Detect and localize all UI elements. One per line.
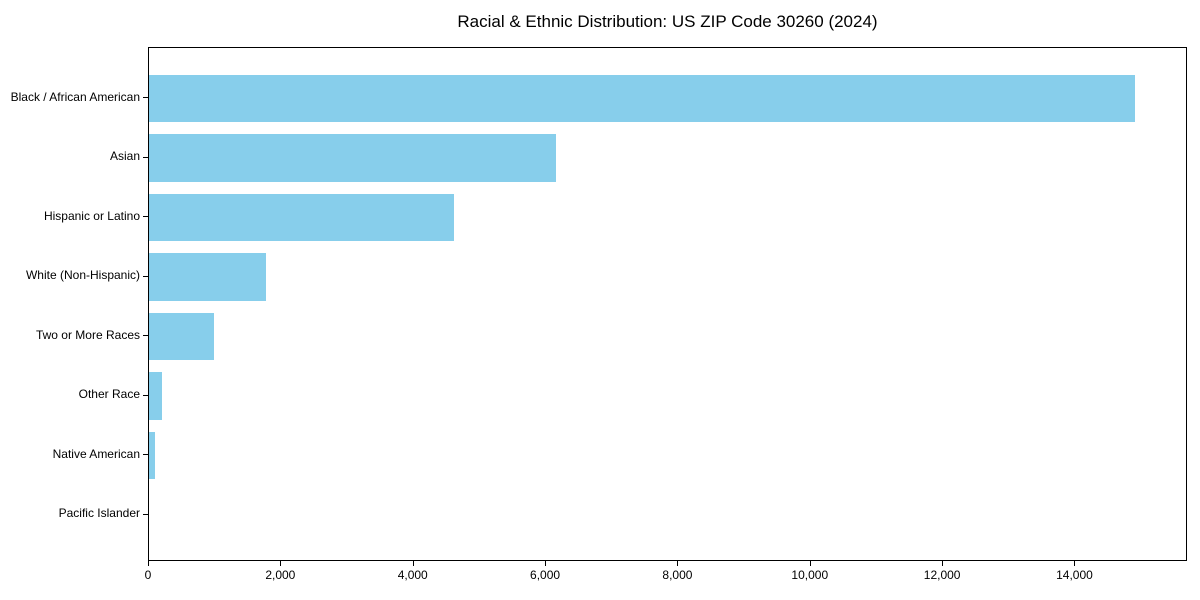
x-axis-tick [412,561,414,566]
x-axis-tick-label: 12,000 [923,568,961,582]
bar-other-race [149,372,162,420]
x-axis-tick [1074,561,1076,566]
x-axis-tick [809,561,811,566]
y-axis-tick [143,97,148,99]
x-axis-tick [148,561,149,566]
x-axis-tick [677,561,679,566]
y-axis-tick [143,394,148,396]
x-axis-tick [545,561,547,566]
y-axis-tick [143,216,148,218]
x-axis-tick-label: 2,000 [265,568,296,582]
y-axis-tick [143,335,148,337]
y-axis-tick [143,513,148,515]
plot-area [148,47,1187,561]
bar-white-non-hispanic [149,253,266,301]
bar-two-or-more-races [149,312,215,361]
bar-native-american [149,431,155,480]
chart-title: Racial & Ethnic Distribution: US ZIP Cod… [457,12,878,31]
y-axis-label-black-african-american: Black / African American [10,89,140,104]
bar-asian [149,134,557,182]
y-axis-label-hispanic-or-latino: Hispanic or Latino [43,208,140,223]
y-axis-label-white-non-hispanic: White (Non-Hispanic) [25,268,140,283]
y-axis-label-pacific-islander: Pacific Islander [58,506,140,521]
y-axis-tick [143,275,148,277]
x-axis-tick-label: 10,000 [791,568,829,582]
y-axis-label-two-or-more-races: Two or More Races [35,327,140,342]
x-axis-tick [942,561,944,566]
x-axis-tick-label: 4,000 [397,568,428,582]
x-axis-tick-label: 6,000 [530,568,561,582]
y-axis-tick [143,454,148,456]
x-axis-tick-label: 14,000 [1056,568,1093,582]
x-axis-tick-label: 0 [144,568,152,582]
y-axis-tick [143,156,148,158]
bar-hispanic-or-latino [149,193,454,242]
y-axis-label-native-american: Native American [52,446,140,461]
x-axis-tick-label: 8,000 [662,568,693,582]
x-axis-tick [280,561,282,566]
bar-black-african-american [149,74,1136,123]
y-axis-label-asian: Asian [109,149,140,164]
y-axis-label-other-race: Other Race [78,387,140,402]
